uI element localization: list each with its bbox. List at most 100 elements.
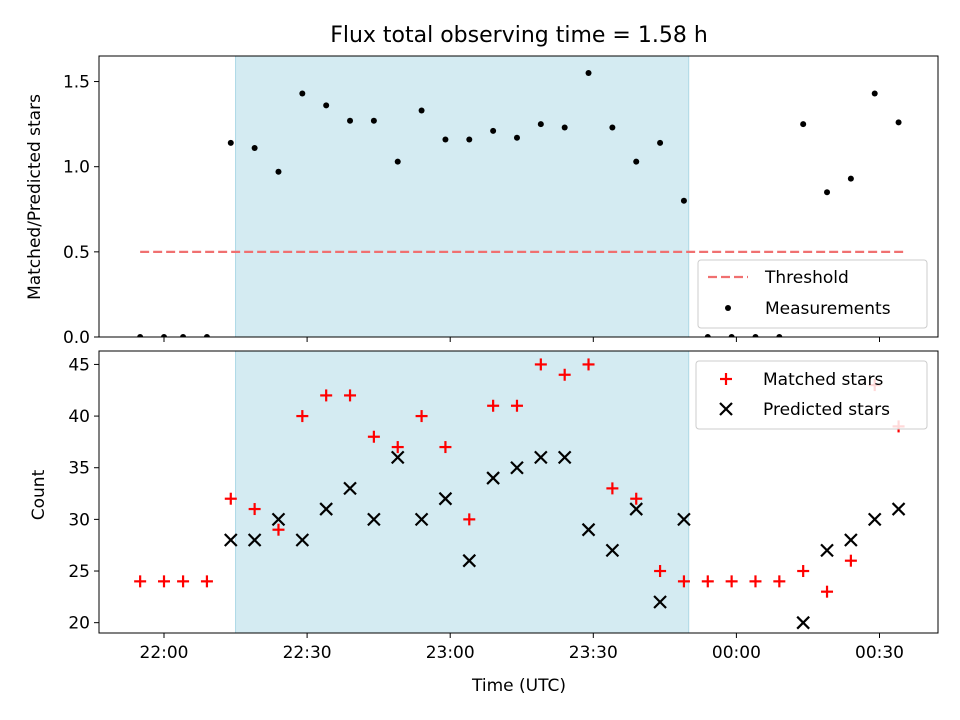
top-panel: 0.0 0.5 1.0 1.5 Threshold Measurements	[63, 55, 939, 348]
matched-star-point	[654, 565, 667, 578]
measurement-point	[442, 136, 449, 143]
bottom-legend: Matched stars Predicted stars	[695, 360, 928, 430]
legend-predicted-swatch-b	[719, 402, 733, 416]
predicted-star-point-b	[343, 481, 357, 496]
measurement-point	[680, 197, 687, 204]
bottom-panel: 20 25 30 35 40 45 22:00 22:30 23:00 23:30 00:00 00:…	[68, 350, 939, 663]
measurement-point	[203, 334, 210, 337]
predicted-star-point-b	[462, 553, 477, 568]
predicted-star-point	[605, 543, 620, 558]
matched-star-point	[749, 575, 762, 588]
predicted-star-point-b	[319, 502, 333, 516]
top-ytick-label-2: 1.0	[63, 158, 90, 178]
matched-star-point	[725, 575, 738, 588]
measurement-point	[585, 70, 592, 77]
measurement-point	[537, 121, 544, 128]
bottom-xtick-label-2: 23:00	[426, 643, 475, 663]
measurement-point	[161, 334, 167, 337]
top-ytick-label-3: 1.5	[63, 73, 90, 93]
matched-star-point	[487, 399, 500, 412]
matched-star-point	[134, 575, 147, 588]
matched-star-point	[248, 503, 261, 516]
measurement-point	[824, 189, 831, 196]
predicted-star-point	[677, 512, 691, 527]
predicted-star-point	[319, 502, 333, 516]
matched-star-point	[844, 554, 857, 567]
predicted-star-point	[820, 543, 834, 558]
predicted-star-point	[629, 502, 644, 516]
predicted-star-point-b	[414, 512, 429, 527]
top-legend: Threshold Measurements	[697, 259, 928, 329]
chart-title: Flux total observing time = 1.58 h	[330, 23, 708, 48]
measurement-point	[728, 334, 735, 337]
matched-star-point	[534, 358, 547, 371]
matched-star-point	[200, 575, 213, 588]
measurement-point	[466, 136, 473, 143]
matched-star-point	[158, 575, 170, 588]
predicted-star-point-b	[891, 502, 906, 516]
predicted-star-point	[581, 522, 596, 537]
matched-star-point	[224, 492, 237, 505]
measurement-point	[871, 90, 878, 97]
predicted-star-point-b	[271, 512, 286, 527]
matched-star-point	[582, 358, 595, 371]
matched-star-point	[558, 368, 571, 381]
predicted-star-point	[224, 533, 238, 547]
predicted-star-point	[653, 595, 667, 609]
legend-predicted-swatch	[719, 402, 733, 416]
matched-star-point	[296, 410, 309, 423]
measurement-point	[847, 175, 854, 182]
measurement-point	[513, 134, 520, 141]
measurement-point	[227, 139, 234, 146]
predicted-star-point-b	[247, 533, 262, 547]
bottom-ytick-label-5: 45	[68, 355, 90, 375]
measurement-point	[895, 119, 902, 126]
matched-star-point	[630, 492, 643, 505]
bottom-xtick-label-4: 00:00	[712, 643, 761, 663]
predicted-star-point-b	[867, 512, 882, 527]
predicted-star-point	[557, 450, 572, 465]
legend-predicted-label: Predicted stars	[763, 400, 890, 420]
predicted-star-point	[796, 615, 810, 630]
bottom-y-axis-label: Count	[29, 469, 49, 520]
legend-matched-label: Matched stars	[763, 370, 883, 390]
top-y-axis-label: Matched/Predicted stars	[25, 94, 45, 300]
measurement-point	[776, 334, 783, 337]
predicted-star-point-b	[677, 512, 691, 527]
predicted-star-point	[510, 460, 524, 475]
measurement-point	[394, 158, 401, 165]
matched-star-point	[821, 585, 834, 598]
matched-star-point	[415, 410, 428, 423]
bottom-ytick-label-3: 35	[68, 459, 90, 479]
matched-star-point	[272, 523, 285, 536]
predicted-star-point-b	[605, 543, 620, 558]
measurement-point	[704, 334, 711, 337]
predicted-star-point	[414, 512, 429, 527]
bottom-ytick-label-2: 30	[68, 510, 90, 530]
predicted-star-point-b	[534, 450, 548, 465]
predicted-star-point-b	[295, 533, 310, 547]
predicted-star-point-b	[653, 595, 667, 609]
matched-star-point	[463, 513, 476, 526]
predicted-star-point-b	[367, 512, 381, 527]
top-plot-area	[137, 70, 904, 337]
predicted-star-point-b	[844, 533, 858, 547]
predicted-star-point-b	[486, 471, 500, 485]
legend-measurements-swatch	[725, 305, 731, 311]
predicted-star-point-b	[581, 522, 596, 537]
measurement-point	[180, 334, 187, 337]
bottom-xtick-label-0: 22:00	[140, 643, 189, 663]
top-axes-frame	[98, 55, 939, 338]
predicted-star-point-b	[510, 460, 524, 475]
measurement-point	[752, 334, 759, 337]
bottom-ytick-label-1: 25	[68, 562, 90, 582]
bottom-observing-window	[235, 350, 690, 634]
measurement-point	[800, 121, 807, 128]
matched-star-point	[677, 575, 690, 588]
matched-star-point	[439, 441, 452, 454]
matched-star-point	[797, 565, 810, 578]
predicted-star-point-b	[390, 450, 405, 465]
predicted-star-point	[486, 471, 500, 485]
measurement-point	[323, 102, 330, 109]
